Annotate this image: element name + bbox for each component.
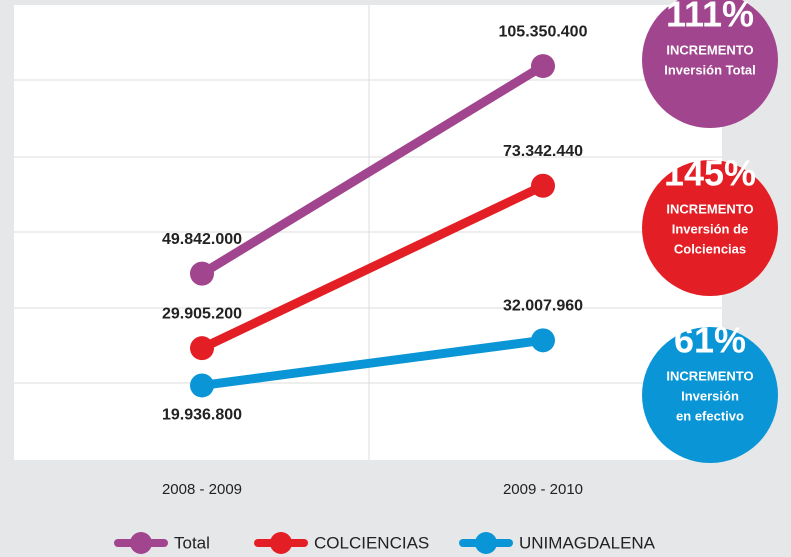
badge-text: Inversión Total [664,62,756,77]
badge-text: en efectivo [676,408,744,423]
x-tick-label: 2009 - 2010 [503,481,583,498]
badge [642,327,778,463]
badge [642,160,778,296]
data-point [190,373,214,398]
data-label: 32.007.960 [503,298,583,315]
legend-label: UNIMAGDALENA [519,533,656,552]
legend-label: Total [174,533,210,552]
series-line [197,181,548,353]
grid [14,5,722,460]
data-point [190,336,214,361]
data-point [190,261,214,286]
badge [642,0,778,128]
data-label: 49.842.000 [162,231,242,248]
badge-text: Inversión de [672,221,749,236]
legend-marker [130,532,152,554]
data-point [531,54,555,79]
badge-text: Inversión [681,388,739,403]
series-line [197,61,548,279]
data-point [531,173,555,198]
badge-value: 145% [664,153,756,194]
data-label: 105.350.400 [499,23,588,40]
legend-marker [270,532,292,554]
series-line [197,335,548,390]
data-label: 19.936.800 [162,407,242,424]
x-tick-label: 2008 - 2009 [162,481,242,498]
data-label: 73.342.440 [503,143,583,160]
badge-text: Colciencias [674,241,746,256]
legend-label: COLCIENCIAS [314,533,429,552]
legend-marker [475,532,497,554]
badge-text: INCREMENTO [666,201,753,216]
badge-value: 61% [674,320,746,361]
data-point [531,328,555,353]
badge-text: INCREMENTO [666,42,753,57]
data-label: 29.905.200 [162,305,242,322]
badge-value: 111% [666,0,754,35]
badge-text: INCREMENTO [666,368,753,383]
